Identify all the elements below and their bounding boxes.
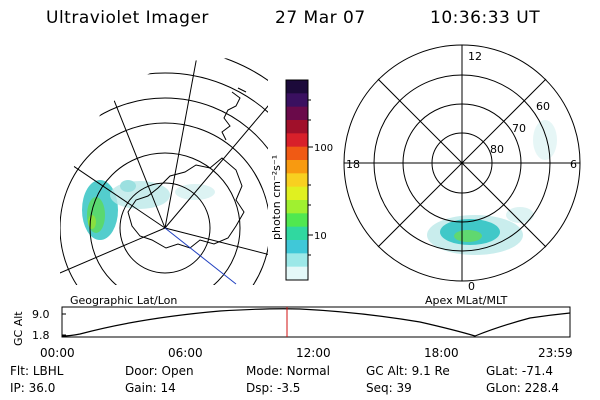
colorbar-band — [286, 226, 308, 241]
timeline-xtick-0600: 06:00 — [168, 346, 203, 360]
timeline-axis-label: GC Alt — [12, 311, 25, 346]
timeline-ytick-high: 9.0 — [32, 308, 50, 321]
colorbar-band — [286, 80, 308, 94]
colorbar-band — [286, 186, 308, 201]
lat-label-80: 80 — [490, 143, 504, 156]
instrument-name: Ultraviolet Imager — [46, 8, 209, 28]
colorbar-band — [286, 213, 308, 228]
info-glon: GLon: 228.4 — [486, 381, 559, 395]
colorbar-unit-label: photon cm⁻²s⁻¹ — [270, 155, 283, 240]
meridians — [60, 58, 268, 285]
colorbar-ticks — [308, 99, 313, 256]
timeline-xtick-1200: 12:00 — [296, 346, 331, 360]
colorbar-band — [286, 266, 308, 281]
colorbar-band — [286, 146, 308, 161]
mlt-label-12: 12 — [468, 50, 482, 63]
altitude-curve — [61, 308, 571, 337]
info-flt: Flt: LBHL — [10, 364, 64, 378]
colorbar-band — [286, 160, 308, 174]
title-bar: Ultraviolet Imager 27 Mar 07 10:36:33 UT — [0, 2, 600, 30]
observation-date: 27 Mar 07 — [275, 8, 366, 28]
colorbar-band — [286, 93, 308, 108]
colorbar-band — [286, 120, 308, 134]
mlt-label-0: 0 — [468, 280, 475, 293]
aurora-emission-left — [82, 180, 215, 240]
timeline-xtick-0000: 00:00 — [40, 346, 75, 360]
timeline-xtick-2359: 23:59 — [538, 346, 573, 360]
colorbar-band — [286, 173, 308, 188]
orbit-altitude-plot: GC Alt 9.0 1.8 00:00 06:00 12:00 18:00 2… — [12, 306, 573, 360]
latitude-circles — [60, 58, 268, 285]
coastline — [127, 87, 247, 249]
colorbar-band — [286, 200, 308, 214]
colorbar-band — [286, 106, 308, 121]
colorbar-band — [286, 240, 308, 254]
colorbar-band — [286, 253, 308, 268]
info-mode: Mode: Normal — [246, 364, 330, 378]
lat-label-60: 60 — [536, 100, 550, 113]
info-ip: IP: 36.0 — [10, 381, 56, 395]
timeline-yticks — [62, 313, 66, 336]
colorbar: 100 10 photon cm⁻²s⁻¹ — [270, 79, 333, 281]
info-dsp: Dsp: -3.5 — [246, 381, 301, 395]
ground-track — [164, 227, 237, 285]
observation-time: 10:36:33 UT — [430, 8, 541, 28]
colorbar-band — [286, 133, 308, 148]
info-glat: GLat: -71.4 — [486, 364, 553, 378]
mlt-label-6: 6 — [570, 158, 577, 171]
geographic-map — [60, 58, 268, 285]
left-panel-caption: Geographic Lat/Lon — [70, 294, 177, 307]
colorbar-tick-100: 100 — [314, 143, 333, 154]
lat-label-70: 70 — [512, 122, 526, 135]
colorbar-tick-10: 10 — [314, 231, 327, 242]
info-seq: Seq: 39 — [366, 381, 412, 395]
magnetic-polar-plot: 12 18 6 0 60 70 80 — [343, 44, 581, 293]
info-gc-alt: GC Alt: 9.1 Re — [366, 364, 450, 378]
right-panel-caption: Apex MLat/MLT — [425, 294, 508, 307]
info-gain: Gain: 14 — [125, 381, 176, 395]
timeline-ytick-low: 1.8 — [32, 329, 50, 342]
aurora-emission-right — [427, 120, 557, 255]
info-door: Door: Open — [125, 364, 194, 378]
timeline-xtick-1800: 18:00 — [424, 346, 459, 360]
mlt-label-18: 18 — [346, 158, 360, 171]
